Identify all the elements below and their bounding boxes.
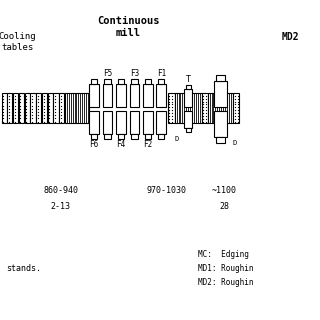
Bar: [168, 93, 175, 123]
Bar: [104, 134, 111, 139]
Bar: [89, 111, 99, 134]
Bar: [175, 93, 202, 123]
Bar: [216, 137, 225, 143]
Bar: [104, 79, 111, 84]
Bar: [7, 93, 12, 123]
Bar: [2, 93, 7, 123]
Bar: [143, 84, 153, 107]
Text: D: D: [233, 140, 237, 146]
Text: F2: F2: [143, 140, 152, 148]
Bar: [143, 111, 153, 134]
Bar: [116, 111, 126, 134]
Bar: [184, 111, 193, 128]
Bar: [42, 93, 47, 123]
Text: 28: 28: [219, 202, 229, 211]
Bar: [91, 79, 97, 84]
Bar: [118, 134, 124, 139]
Bar: [65, 93, 89, 123]
Bar: [91, 134, 97, 139]
Bar: [184, 89, 193, 107]
Bar: [156, 84, 166, 107]
Bar: [158, 79, 164, 84]
Text: F3: F3: [130, 69, 139, 78]
Bar: [53, 93, 59, 123]
Bar: [208, 93, 233, 123]
Bar: [30, 93, 36, 123]
Bar: [48, 93, 53, 123]
Text: T: T: [186, 76, 191, 84]
Text: F5: F5: [103, 69, 112, 78]
Bar: [214, 111, 227, 137]
Text: MC:  Edging: MC: Edging: [198, 250, 249, 259]
Text: MD1: Roughin: MD1: Roughin: [198, 264, 254, 273]
Bar: [19, 93, 24, 123]
Text: F6: F6: [90, 140, 99, 148]
Text: D: D: [174, 136, 178, 142]
Text: ~1100: ~1100: [212, 186, 236, 195]
Bar: [202, 93, 208, 123]
Text: 860-940: 860-940: [43, 186, 78, 195]
Bar: [36, 93, 41, 123]
Bar: [89, 84, 99, 107]
Text: 2-13: 2-13: [51, 202, 71, 211]
Bar: [131, 79, 138, 84]
Bar: [59, 93, 64, 123]
Text: F4: F4: [116, 140, 125, 148]
Text: Cooling
tables: Cooling tables: [0, 32, 36, 52]
Bar: [145, 79, 151, 84]
Bar: [156, 111, 166, 134]
Bar: [13, 93, 18, 123]
Bar: [130, 111, 139, 134]
Bar: [233, 93, 239, 123]
Bar: [131, 134, 138, 139]
Bar: [25, 93, 30, 123]
Text: 970-1030: 970-1030: [147, 186, 186, 195]
Bar: [145, 134, 151, 139]
Bar: [158, 134, 164, 139]
Text: stands.: stands.: [6, 264, 41, 273]
Bar: [130, 84, 139, 107]
Bar: [103, 84, 112, 107]
Text: MD2: Roughin: MD2: Roughin: [198, 278, 254, 287]
Bar: [214, 81, 227, 107]
Bar: [186, 85, 191, 89]
Bar: [118, 79, 124, 84]
Text: F1: F1: [157, 69, 166, 78]
Bar: [216, 75, 225, 81]
Text: MD2: MD2: [282, 32, 299, 42]
Bar: [116, 84, 126, 107]
Text: Continuous
mill: Continuous mill: [97, 16, 159, 38]
Bar: [186, 128, 191, 132]
Bar: [103, 111, 112, 134]
